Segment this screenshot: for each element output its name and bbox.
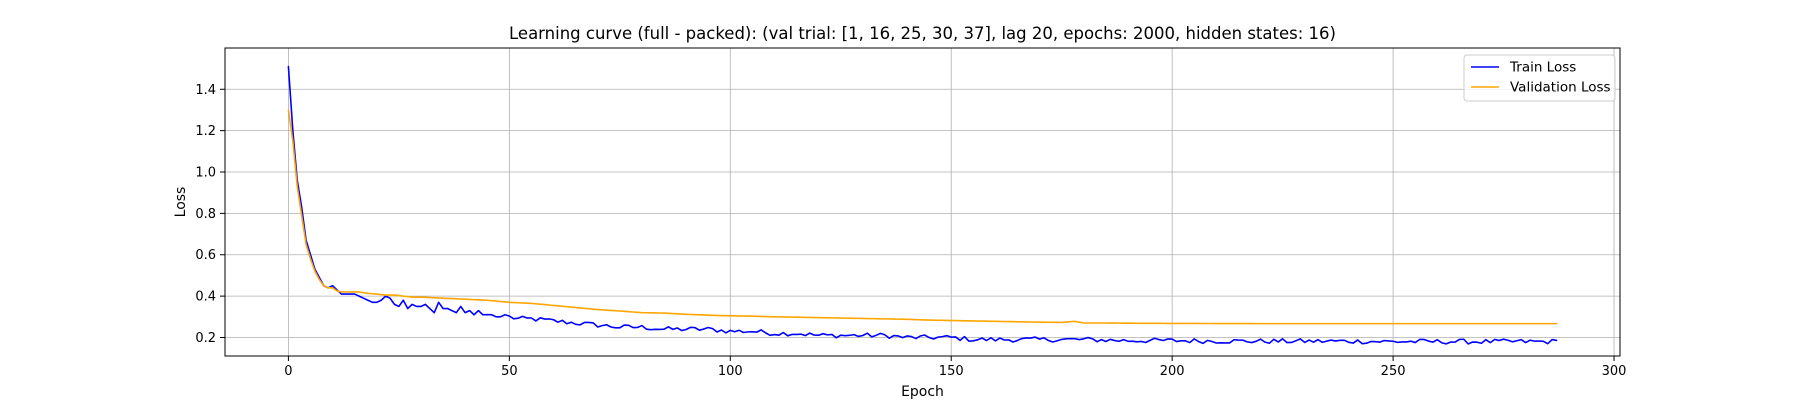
legend-box	[1463, 54, 1616, 102]
x-tick-label: 300	[1602, 364, 1627, 379]
y-tick-label: 0.6	[195, 248, 216, 263]
y-tick-label: 1.4	[195, 83, 216, 98]
chart-title: Learning curve (full - packed): (val tri…	[509, 24, 1336, 43]
legend: Train Loss Validation Loss	[1463, 54, 1616, 102]
y-tick-label: 0.4	[195, 290, 216, 305]
y-tick-label: 1.0	[195, 166, 216, 181]
y-tick-label: 1.2	[195, 124, 216, 139]
x-tick-label: 250	[1381, 364, 1406, 379]
y-tick-label: 0.2	[195, 331, 216, 346]
x-tick-label: 150	[939, 364, 964, 379]
grid	[225, 48, 1620, 356]
y-axis-label: Loss	[173, 187, 189, 218]
axis-ticks: 0 50 100 150 200 250 300 0.2 0.4 0.6 0.8 1.0 1.2 1.4	[195, 83, 1626, 379]
series-line-train-loss	[287, 65, 1558, 345]
x-axis-label: Epoch	[901, 384, 944, 400]
legend-label-train-loss: Train Loss	[1509, 60, 1576, 76]
y-tick-label: 0.8	[195, 207, 216, 222]
x-tick-label: 100	[718, 364, 743, 379]
series-line-validation-loss	[287, 109, 1558, 325]
series-lines	[287, 65, 1558, 345]
x-tick-label: 200	[1160, 364, 1185, 379]
legend-label-validation-loss: Validation Loss	[1510, 80, 1611, 96]
x-tick-label: 0	[284, 364, 292, 379]
x-tick-label: 50	[501, 364, 518, 379]
plot-frame	[224, 47, 1621, 357]
